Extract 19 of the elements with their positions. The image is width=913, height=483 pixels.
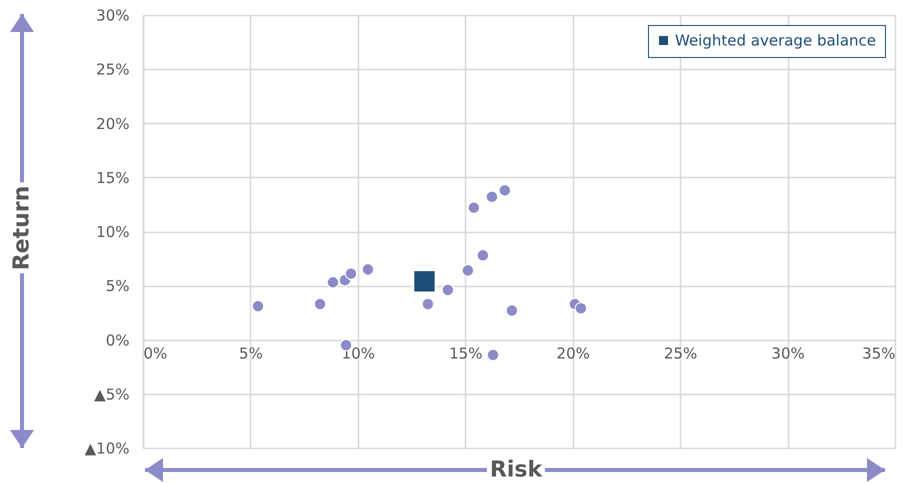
- y-tick-label: 25%: [96, 60, 130, 79]
- y-tick-label: 15%: [96, 168, 130, 187]
- y-tick-label: 20%: [96, 114, 130, 133]
- x-tick-label: 30%: [771, 344, 805, 362]
- x-tick-label: 0%: [144, 344, 168, 362]
- legend-label: Weighted average balance: [675, 32, 876, 50]
- x-axis-title: Risk: [486, 458, 546, 482]
- y-tick-label: 0%: [106, 331, 130, 350]
- x-tick-label: 35%: [862, 344, 896, 362]
- x-tick-label: 5%: [239, 344, 263, 362]
- y-tick-label: 5%: [106, 277, 130, 296]
- x-tick-label: 25%: [664, 344, 698, 362]
- y-tick-label: 30%: [96, 6, 130, 24]
- x-tick-label: 20%: [556, 344, 590, 362]
- y-axis-title: Return: [10, 182, 34, 274]
- y-tick-label: ▲5%: [94, 385, 130, 404]
- y-tick-label: ▲10%: [84, 440, 130, 458]
- x-tick-label: 15%: [449, 344, 482, 362]
- y-tick-label: 10%: [96, 223, 130, 241]
